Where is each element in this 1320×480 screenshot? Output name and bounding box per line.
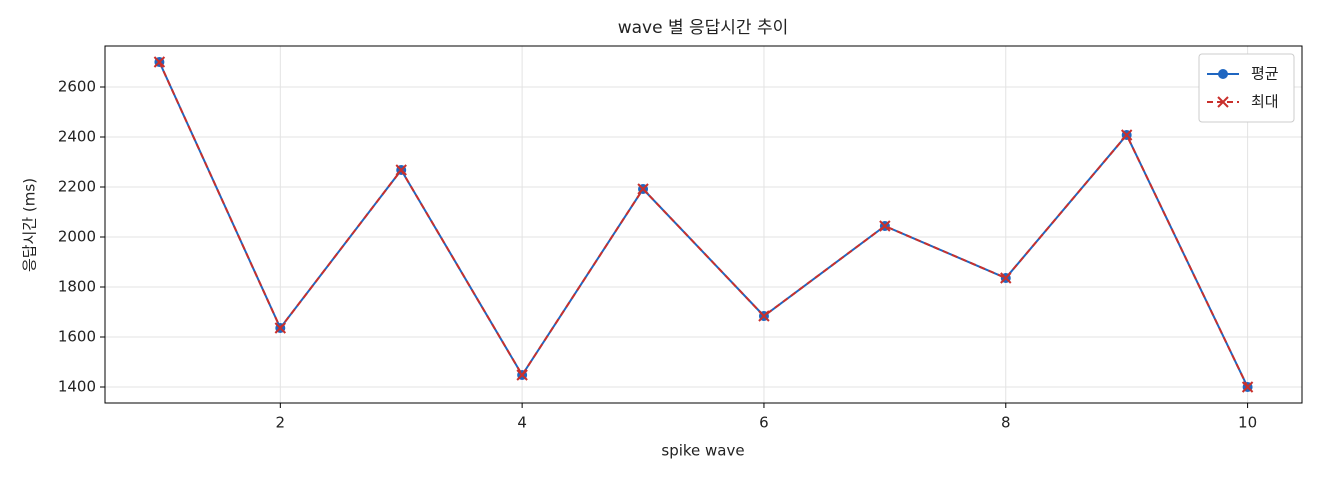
marker-x bbox=[153, 56, 166, 68]
y-tick-label: 1800 bbox=[58, 278, 96, 296]
marker-x bbox=[879, 220, 891, 232]
marker-x bbox=[395, 164, 407, 176]
y-tick-label: 2200 bbox=[58, 178, 96, 196]
y-tick-label: 1600 bbox=[58, 328, 96, 346]
x-axis-label: spike wave bbox=[661, 442, 744, 460]
marker-x bbox=[1241, 381, 1254, 393]
legend-label: 최대 bbox=[1251, 93, 1279, 111]
marker-x bbox=[1217, 96, 1229, 108]
legend-box bbox=[1198, 53, 1295, 123]
x-tick-label: 6 bbox=[759, 414, 769, 432]
y-tick-label: 2600 bbox=[58, 78, 96, 96]
series-line bbox=[158, 61, 1249, 388]
y-tick-label: 2400 bbox=[58, 128, 96, 146]
marker-x bbox=[637, 183, 649, 195]
x-tick-label: 4 bbox=[517, 414, 527, 432]
marker-x bbox=[1000, 272, 1012, 284]
marker-x bbox=[274, 322, 287, 334]
x-tick-label: 2 bbox=[276, 414, 286, 432]
x-tick-label: 8 bbox=[1001, 414, 1011, 432]
marker-x bbox=[516, 369, 528, 381]
marker-x bbox=[1120, 129, 1133, 141]
plot-frame bbox=[104, 45, 1303, 404]
marker-x bbox=[758, 310, 770, 322]
legend-label: 평균 bbox=[1251, 65, 1279, 83]
y-tick-label: 2000 bbox=[58, 228, 96, 246]
marker-circle bbox=[1218, 69, 1228, 79]
series-line bbox=[158, 61, 1249, 388]
y-tick-label: 1400 bbox=[58, 378, 96, 396]
x-tick-label: 10 bbox=[1238, 414, 1257, 432]
y-axis-label: 응답시간 (ms) bbox=[21, 178, 39, 272]
chart-title: wave 별 응답시간 추이 bbox=[618, 18, 789, 38]
